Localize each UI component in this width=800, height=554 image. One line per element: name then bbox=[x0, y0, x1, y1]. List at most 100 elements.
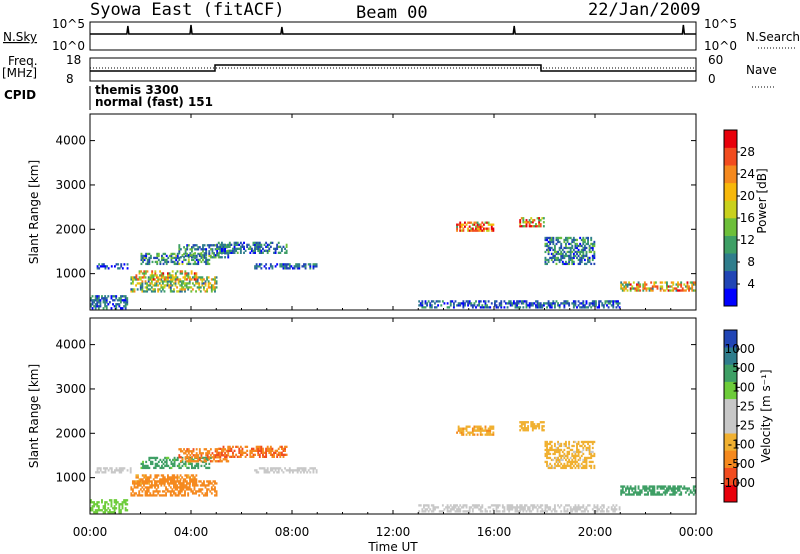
echo-cell bbox=[224, 452, 227, 455]
echo-cell bbox=[96, 297, 99, 300]
echo-cell bbox=[565, 252, 567, 256]
echo-cell bbox=[546, 242, 548, 246]
echo-cell bbox=[208, 250, 211, 253]
echo-cell bbox=[544, 244, 547, 248]
echo-cell bbox=[489, 431, 492, 434]
echo-cell bbox=[182, 280, 185, 283]
echo-cell bbox=[683, 485, 686, 488]
echo-cell bbox=[129, 471, 132, 474]
echo-cell bbox=[171, 474, 174, 477]
echo-cell bbox=[171, 490, 174, 493]
echo-cell bbox=[156, 252, 159, 256]
echo-cell bbox=[468, 229, 471, 232]
echo-cell bbox=[104, 295, 107, 298]
echo-cell bbox=[200, 252, 203, 255]
echo-cell bbox=[579, 258, 582, 262]
echo-cell bbox=[131, 282, 134, 285]
echo-cell bbox=[490, 229, 493, 232]
echo-cell bbox=[643, 485, 646, 488]
echo-cell bbox=[162, 274, 165, 277]
echo-cell bbox=[208, 252, 211, 255]
echo-cell bbox=[492, 229, 495, 232]
echo-cell bbox=[692, 489, 695, 492]
echo-cell bbox=[590, 250, 593, 254]
echo-cell bbox=[579, 508, 582, 511]
echo-cell bbox=[185, 482, 188, 485]
echo-cell bbox=[626, 283, 629, 286]
echo-cell bbox=[576, 508, 578, 511]
echo-cell bbox=[102, 471, 105, 474]
echo-cell bbox=[544, 238, 547, 242]
echo-cell bbox=[205, 258, 208, 262]
echo-cell bbox=[96, 299, 99, 302]
echo-cell bbox=[258, 467, 261, 470]
echo-cell bbox=[141, 286, 144, 289]
echo-cell bbox=[179, 256, 182, 259]
echo-cell bbox=[672, 493, 675, 496]
echo-cell bbox=[468, 221, 471, 224]
echo-cell bbox=[146, 284, 149, 287]
echo-cell bbox=[190, 490, 193, 493]
echo-cell bbox=[541, 304, 544, 307]
echo-cell bbox=[582, 506, 585, 509]
echo-cell bbox=[120, 263, 123, 266]
echo-cell bbox=[672, 489, 675, 492]
echo-cell bbox=[583, 464, 586, 468]
echo-cell bbox=[207, 284, 210, 287]
colorbar-swatch bbox=[724, 330, 737, 348]
echo-cell bbox=[664, 493, 667, 496]
echo-cell bbox=[542, 304, 545, 307]
echo-cell bbox=[228, 455, 231, 458]
echo-cell bbox=[155, 276, 158, 279]
echo-cell bbox=[452, 304, 455, 307]
echo-cell bbox=[161, 276, 164, 279]
echo-cell bbox=[452, 504, 455, 507]
echo-cell bbox=[140, 276, 143, 279]
echo-cell bbox=[568, 262, 571, 266]
echo-cell bbox=[520, 423, 523, 426]
echo-cell bbox=[560, 448, 563, 452]
echo-cell bbox=[118, 305, 121, 308]
echo-cell bbox=[198, 286, 201, 289]
echo-cell bbox=[146, 478, 149, 481]
echo-cell bbox=[211, 250, 214, 253]
echo-cell bbox=[574, 450, 577, 454]
echo-cell bbox=[203, 254, 206, 257]
echo-cell bbox=[561, 260, 564, 264]
echo-cell bbox=[176, 486, 179, 489]
echo-cell bbox=[254, 249, 257, 252]
echo-cell bbox=[610, 300, 613, 303]
echo-cell bbox=[639, 289, 642, 292]
echo-cell bbox=[612, 504, 615, 507]
echo-cell bbox=[525, 300, 528, 303]
echo-cell bbox=[210, 482, 213, 485]
echo-cell bbox=[133, 494, 136, 497]
echo-cell bbox=[692, 289, 695, 292]
echo-cell bbox=[250, 449, 253, 452]
echo-cell bbox=[593, 506, 596, 509]
echo-cell bbox=[602, 506, 605, 509]
echo-cell bbox=[528, 225, 531, 228]
echo-cell bbox=[182, 276, 185, 279]
echo-cell bbox=[613, 510, 616, 513]
echo-cell bbox=[206, 452, 209, 455]
echo-cell bbox=[662, 289, 665, 292]
echo-cell bbox=[180, 286, 183, 289]
echo-cell bbox=[583, 510, 586, 513]
echo-cell bbox=[583, 440, 586, 444]
echo-cell bbox=[165, 456, 168, 460]
echo-cell bbox=[140, 252, 143, 256]
echo-cell bbox=[193, 484, 196, 487]
echo-cell bbox=[476, 427, 479, 430]
echo-cell bbox=[464, 302, 466, 305]
echo-cell bbox=[659, 287, 662, 290]
echo-cell bbox=[582, 300, 585, 303]
echo-cell bbox=[182, 282, 185, 285]
echo-cell bbox=[227, 254, 230, 257]
echo-cell bbox=[165, 486, 167, 489]
echo-cell bbox=[250, 455, 253, 458]
echo-cell bbox=[118, 503, 121, 506]
echo-cell bbox=[145, 252, 148, 256]
echo-cell bbox=[557, 456, 560, 460]
echo-cell bbox=[156, 464, 159, 468]
